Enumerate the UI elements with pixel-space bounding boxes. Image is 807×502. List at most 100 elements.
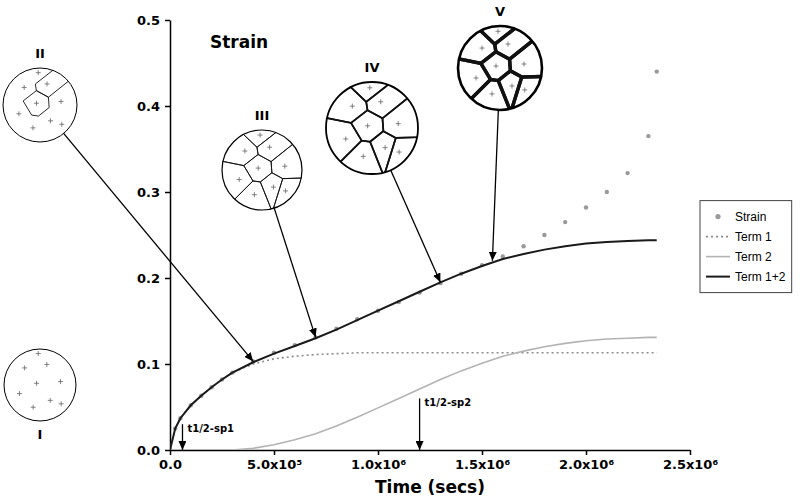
grain-center [267, 145, 272, 150]
grain-center [31, 405, 36, 410]
stage-illustration [3, 66, 79, 142]
x-axis-tick-label: 2.5x10⁶ [663, 457, 719, 472]
annotations: IIIIIIIVV [3, 4, 544, 442]
legend-line [706, 256, 730, 258]
stage-arrow [391, 170, 441, 282]
y-axis-tick: 0.2 [137, 271, 170, 286]
grain-center [283, 188, 288, 193]
y-axis-tick-mark [165, 450, 170, 452]
legend-marker [715, 214, 720, 219]
grain-center [396, 121, 401, 126]
grain-center [343, 136, 348, 141]
grain-center [350, 104, 355, 109]
legend-label: Term 2 [735, 250, 772, 264]
crack [351, 110, 383, 142]
grain-center [494, 64, 499, 69]
y-axis-tick-mark [165, 20, 170, 22]
y-axis-tick-mark [165, 364, 170, 366]
grain-center [496, 29, 501, 34]
grain-center [509, 83, 514, 88]
crack [220, 128, 258, 166]
data-point [605, 190, 609, 194]
data-point [563, 220, 567, 224]
stage-outline [326, 82, 418, 174]
grain-center [397, 150, 402, 155]
x-axis-tick: 5.0x10⁵ [247, 450, 302, 472]
legend: StrainTerm 1Term 2Term 1+2 [700, 201, 792, 293]
stage-outline [458, 26, 542, 110]
data-point [646, 134, 650, 138]
crack [244, 154, 272, 182]
stage-illustration [456, 24, 544, 112]
x-axis-tick-label: 0.0 [159, 457, 182, 472]
time-marker-label: t1/2-sp1 [187, 423, 234, 434]
grain-center [34, 381, 39, 386]
stage-arrow [274, 208, 315, 337]
series-line [170, 240, 657, 450]
stage-outline [222, 130, 302, 210]
y-axis-tick-mark [165, 192, 170, 194]
stage-background [3, 68, 77, 142]
stage-label: III [255, 108, 270, 123]
grain-center [367, 85, 372, 90]
grain-center [30, 125, 35, 130]
y-axis-tick: 0.5 [137, 13, 170, 28]
y-axis-tick: 0.3 [137, 185, 170, 200]
plot-area [170, 69, 659, 450]
crack [237, 128, 282, 147]
stage-background [222, 130, 302, 210]
grain-center [58, 379, 63, 384]
grain-center [45, 81, 50, 86]
grain-center [474, 75, 479, 80]
series-line [170, 337, 657, 450]
time-markers: t1/2-sp1t1/2-sp2 [182, 397, 471, 450]
x-axis-tick-label: 1.5x10⁶ [455, 457, 511, 472]
y-axis-tick: 0.0 [137, 443, 170, 458]
x-axis-tick-label: 1.0x10⁶ [351, 457, 407, 472]
grain-center [365, 123, 370, 128]
crack [343, 80, 394, 102]
x-axis-tick: 2.5x10⁶ [663, 450, 719, 472]
crack [257, 128, 304, 162]
stage-label: IV [365, 60, 380, 75]
x-axis-tick-mark [690, 450, 692, 455]
stage-arrow [492, 110, 498, 261]
legend-label: Term 1 [735, 230, 772, 244]
stage-illustration [4, 349, 76, 421]
stage-illustration [220, 128, 304, 212]
y-axis-tick-label: 0.1 [137, 357, 160, 372]
x-axis-tick: 1.5x10⁶ [455, 450, 511, 472]
chart: 0.0 5.0x10⁵ 1.0x10⁶ 1.5x10⁶ 2.0x10⁶ 2.5x10⁶ 0.… [0, 0, 807, 502]
grain-center [34, 101, 39, 106]
grain-center [59, 122, 64, 127]
x-axis-tick: 2.0x10⁶ [559, 450, 615, 472]
grain-center [16, 111, 21, 116]
crack [35, 66, 79, 97]
grain-center [522, 87, 527, 92]
x-axis-tick-mark [378, 450, 380, 455]
grain-center [22, 365, 27, 370]
grain-center [378, 99, 383, 104]
legend-label: Strain [735, 210, 766, 224]
y-axis-tick-label: 0.3 [137, 185, 160, 200]
grain-center [383, 145, 388, 150]
data-point [542, 233, 546, 237]
grain-center [480, 46, 485, 51]
stage-outline [3, 68, 77, 142]
data-point [521, 244, 525, 248]
data-point [584, 205, 588, 209]
grain-center [237, 177, 242, 182]
time-marker-arrow [182, 424, 183, 450]
scatter-series [170, 69, 659, 450]
y-axis-tick-mark [165, 106, 170, 108]
y-axis-title: Strain [210, 32, 268, 52]
y-axis-tick-label: 0.4 [137, 99, 160, 114]
data-point [625, 171, 629, 175]
grain-center [490, 91, 495, 96]
x-axis-title: Time (secs) [375, 477, 485, 497]
y-axis-tick-mark [165, 278, 170, 280]
stage-background [4, 349, 76, 421]
grain-center [22, 85, 27, 90]
stage-label: V [495, 4, 505, 19]
y-axis-tick-label: 0.5 [137, 13, 160, 28]
